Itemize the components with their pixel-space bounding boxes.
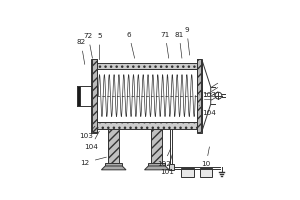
Text: 103: 103 <box>199 92 216 98</box>
Text: 12: 12 <box>81 157 106 166</box>
Text: 104: 104 <box>199 106 216 116</box>
Text: 72: 72 <box>84 33 93 58</box>
Text: 103: 103 <box>79 126 95 139</box>
Bar <box>152 129 162 163</box>
Text: 6: 6 <box>127 32 135 58</box>
Bar <box>97 122 197 129</box>
Bar <box>182 168 194 177</box>
Bar <box>105 163 122 166</box>
Bar <box>148 163 165 166</box>
Bar <box>197 59 202 132</box>
Text: 81: 81 <box>175 32 184 58</box>
Text: 5: 5 <box>97 33 102 60</box>
Bar <box>92 59 97 132</box>
Text: 10: 10 <box>202 147 211 167</box>
Bar <box>197 59 202 133</box>
Bar <box>169 164 174 170</box>
Text: 9: 9 <box>184 27 190 55</box>
Text: 82: 82 <box>76 39 86 64</box>
Bar <box>200 168 212 177</box>
Text: 104: 104 <box>84 131 99 150</box>
Bar <box>77 86 80 106</box>
Polygon shape <box>145 166 169 170</box>
Bar <box>108 129 119 163</box>
Text: 71: 71 <box>161 32 170 58</box>
Text: 101: 101 <box>160 154 174 175</box>
Bar <box>97 62 197 69</box>
Polygon shape <box>101 166 126 170</box>
Text: 102: 102 <box>157 148 171 167</box>
Circle shape <box>215 92 222 99</box>
Bar <box>92 59 97 133</box>
